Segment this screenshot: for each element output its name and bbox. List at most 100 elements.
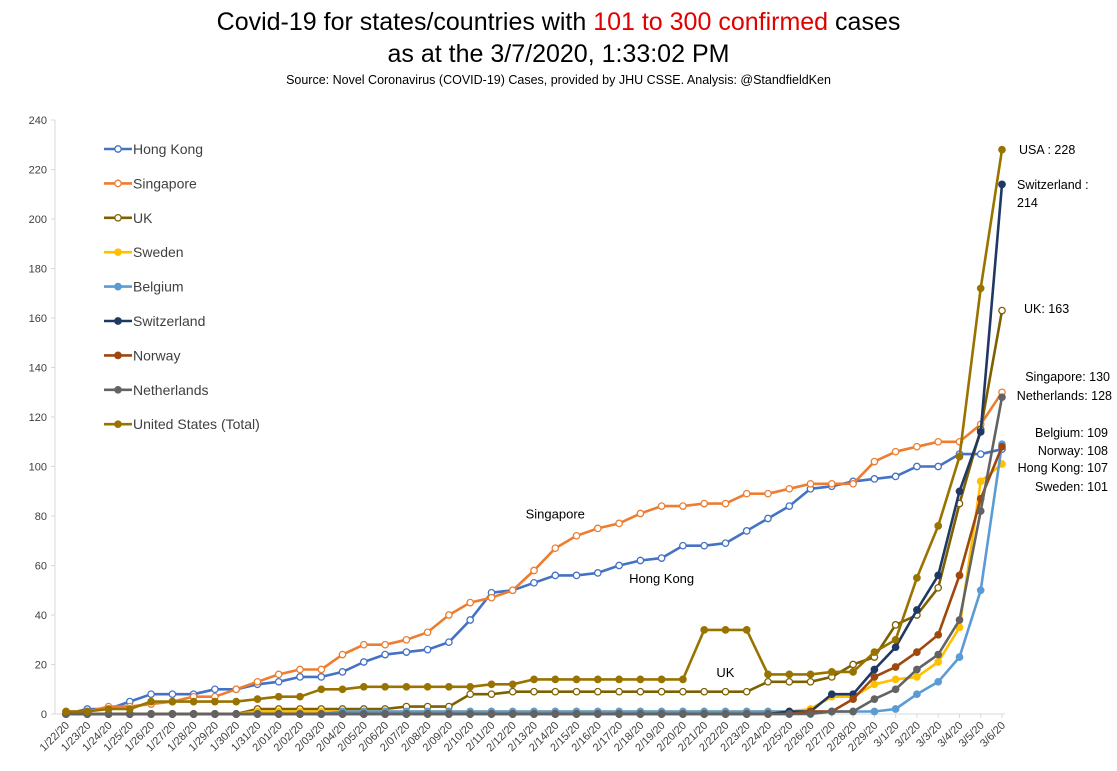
data-point-singapore xyxy=(466,598,475,607)
legend-marker-belgium xyxy=(114,282,122,291)
chart-title-line-1: Covid-19 for states/countries with 101 t… xyxy=(0,6,1117,38)
data-point-hong-kong xyxy=(657,554,666,562)
data-point-united-states-total xyxy=(955,452,964,461)
data-point-uk xyxy=(998,306,1006,315)
data-point-sweden xyxy=(913,673,921,681)
data-point-united-states-total xyxy=(104,705,113,713)
data-point-united-states-total xyxy=(679,675,687,684)
data-point-singapore xyxy=(636,509,645,518)
legend-label-switzerland: Switzerland xyxy=(133,313,205,329)
data-point-united-states-total xyxy=(168,697,177,706)
legend-marker-netherlands xyxy=(114,385,122,394)
data-point-united-states-total xyxy=(402,682,411,691)
data-point-united-states-total xyxy=(466,682,475,691)
data-point-singapore xyxy=(700,499,709,508)
data-point-hong-kong xyxy=(274,677,283,686)
data-point-norway xyxy=(891,663,900,671)
y-tick-label: 240 xyxy=(29,115,47,127)
data-point-hong-kong xyxy=(679,541,687,550)
data-point-singapore xyxy=(232,685,241,694)
data-point-singapore xyxy=(572,531,581,540)
data-point-uk xyxy=(785,677,794,686)
annotation-label: Singapore xyxy=(526,506,585,521)
data-point-singapore xyxy=(870,457,879,466)
data-point-netherlands xyxy=(168,710,177,718)
data-point-singapore xyxy=(891,447,900,456)
y-tick-label: 220 xyxy=(29,165,47,177)
series-line-switzerland xyxy=(66,184,1004,716)
data-point-united-states-total xyxy=(742,626,751,634)
legend-marker-sweden xyxy=(114,248,122,257)
data-point-netherlands xyxy=(572,710,581,718)
data-point-netherlands xyxy=(232,710,241,718)
data-point-uk xyxy=(657,687,666,696)
data-point-netherlands xyxy=(423,710,432,718)
data-point-united-states-total xyxy=(359,682,368,691)
data-point-united-states-total xyxy=(806,670,815,679)
end-label: Belgium: 109 xyxy=(1035,426,1108,440)
legend-label-hong-kong: Hong Kong xyxy=(133,141,203,157)
data-point-netherlands xyxy=(849,707,857,716)
data-point-singapore xyxy=(402,635,411,644)
legend-marker-united-states-total xyxy=(114,420,122,429)
data-point-uk xyxy=(891,621,900,629)
legend-label-singapore: Singapore xyxy=(133,175,197,191)
data-point-united-states-total xyxy=(551,675,560,684)
data-point-united-states-total xyxy=(764,670,772,679)
axes-group: 0204060801001201401601802002202401/22/20… xyxy=(29,115,1008,754)
data-point-singapore xyxy=(359,640,368,649)
data-point-netherlands xyxy=(402,710,411,718)
data-point-belgium xyxy=(870,707,879,716)
data-point-hong-kong xyxy=(359,658,368,666)
data-point-singapore xyxy=(785,484,794,493)
data-point-singapore xyxy=(551,544,560,553)
data-point-uk xyxy=(572,687,581,696)
data-point-hong-kong xyxy=(381,650,389,659)
data-point-uk xyxy=(530,687,538,696)
data-point-netherlands xyxy=(657,710,666,718)
data-point-united-states-total xyxy=(593,675,602,684)
data-point-united-states-total xyxy=(934,522,943,530)
data-point-hong-kong xyxy=(913,462,921,471)
legend-label-uk: UK xyxy=(133,210,153,226)
data-point-switzerland xyxy=(891,643,900,652)
data-point-switzerland xyxy=(913,606,921,614)
data-point-norway xyxy=(955,571,964,580)
data-point-uk xyxy=(593,687,602,696)
data-point-united-states-total xyxy=(849,668,857,676)
data-point-united-states-total xyxy=(83,707,92,716)
data-point-netherlands xyxy=(827,707,836,716)
legend-marker-singapore xyxy=(114,179,122,188)
data-point-uk xyxy=(508,687,517,696)
legend-marker-norway xyxy=(114,351,122,360)
data-point-united-states-total xyxy=(423,682,432,691)
data-point-uk xyxy=(934,583,943,592)
data-point-netherlands xyxy=(742,710,751,718)
data-point-united-states-total xyxy=(125,705,134,713)
data-point-hong-kong xyxy=(317,673,326,681)
data-point-singapore xyxy=(849,479,857,488)
data-point-belgium xyxy=(913,690,921,699)
data-point-sweden xyxy=(934,658,943,666)
data-point-singapore xyxy=(296,665,304,674)
data-point-netherlands xyxy=(870,695,879,703)
data-point-singapore xyxy=(657,502,666,510)
data-point-netherlands xyxy=(445,710,453,718)
data-point-hong-kong xyxy=(445,638,453,647)
data-point-hong-kong xyxy=(636,556,645,565)
data-point-netherlands xyxy=(593,710,602,718)
data-point-netherlands xyxy=(955,616,964,624)
y-tick-label: 60 xyxy=(35,561,47,573)
data-point-united-states-total xyxy=(870,648,879,656)
data-point-hong-kong xyxy=(742,527,751,535)
data-point-singapore xyxy=(338,650,347,659)
data-point-singapore xyxy=(423,628,432,637)
legend-label-netherlands: Netherlands xyxy=(133,382,209,398)
data-point-uk xyxy=(742,687,751,696)
data-point-belgium xyxy=(976,586,985,595)
data-point-netherlands xyxy=(530,710,538,718)
data-point-united-states-total xyxy=(253,695,262,703)
legend-marker-hong-kong xyxy=(114,145,122,153)
data-point-hong-kong xyxy=(296,673,304,681)
data-point-uk xyxy=(487,690,496,699)
